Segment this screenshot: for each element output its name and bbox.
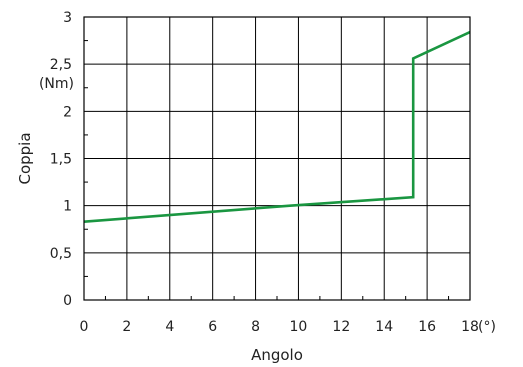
y-tick-label: 1,5 xyxy=(50,152,72,168)
minor-ticks xyxy=(84,40,450,300)
y-tick-labels: 0 0,5 1 1,5 2 2,5 3 xyxy=(50,10,72,309)
y-tick-label: 2 xyxy=(63,104,72,120)
y-tick-label: 1 xyxy=(63,199,72,215)
y-tick-label: 0 xyxy=(63,293,72,309)
x-tick-label: 14 xyxy=(375,319,393,335)
x-tick-label: 0 xyxy=(80,319,89,335)
y-axis-title: Coppia xyxy=(16,132,34,184)
x-tick-label: 6 xyxy=(208,319,217,335)
plot-frame xyxy=(83,16,471,301)
x-tick-label: 10 xyxy=(290,319,308,335)
x-unit-label: (°) xyxy=(478,319,496,335)
x-tick-label: 18 xyxy=(461,319,479,335)
x-tick-label: 2 xyxy=(122,319,131,335)
x-tick-label: 12 xyxy=(332,319,350,335)
torque-curve-line xyxy=(83,30,471,223)
x-tick-label: 16 xyxy=(418,319,436,335)
series-group xyxy=(83,30,471,223)
y-tick-label: 2,5 xyxy=(50,57,72,73)
x-tick-label: 4 xyxy=(165,319,174,335)
y-tick-label: 0,5 xyxy=(50,246,72,262)
x-tick-labels: 0 2 4 6 8 10 12 14 16 18 xyxy=(80,319,479,335)
x-axis-title: Angolo xyxy=(251,346,303,364)
y-unit-label: (Nm) xyxy=(39,76,74,92)
x-tick-label: 8 xyxy=(251,319,260,335)
y-tick-label: 3 xyxy=(63,10,72,26)
